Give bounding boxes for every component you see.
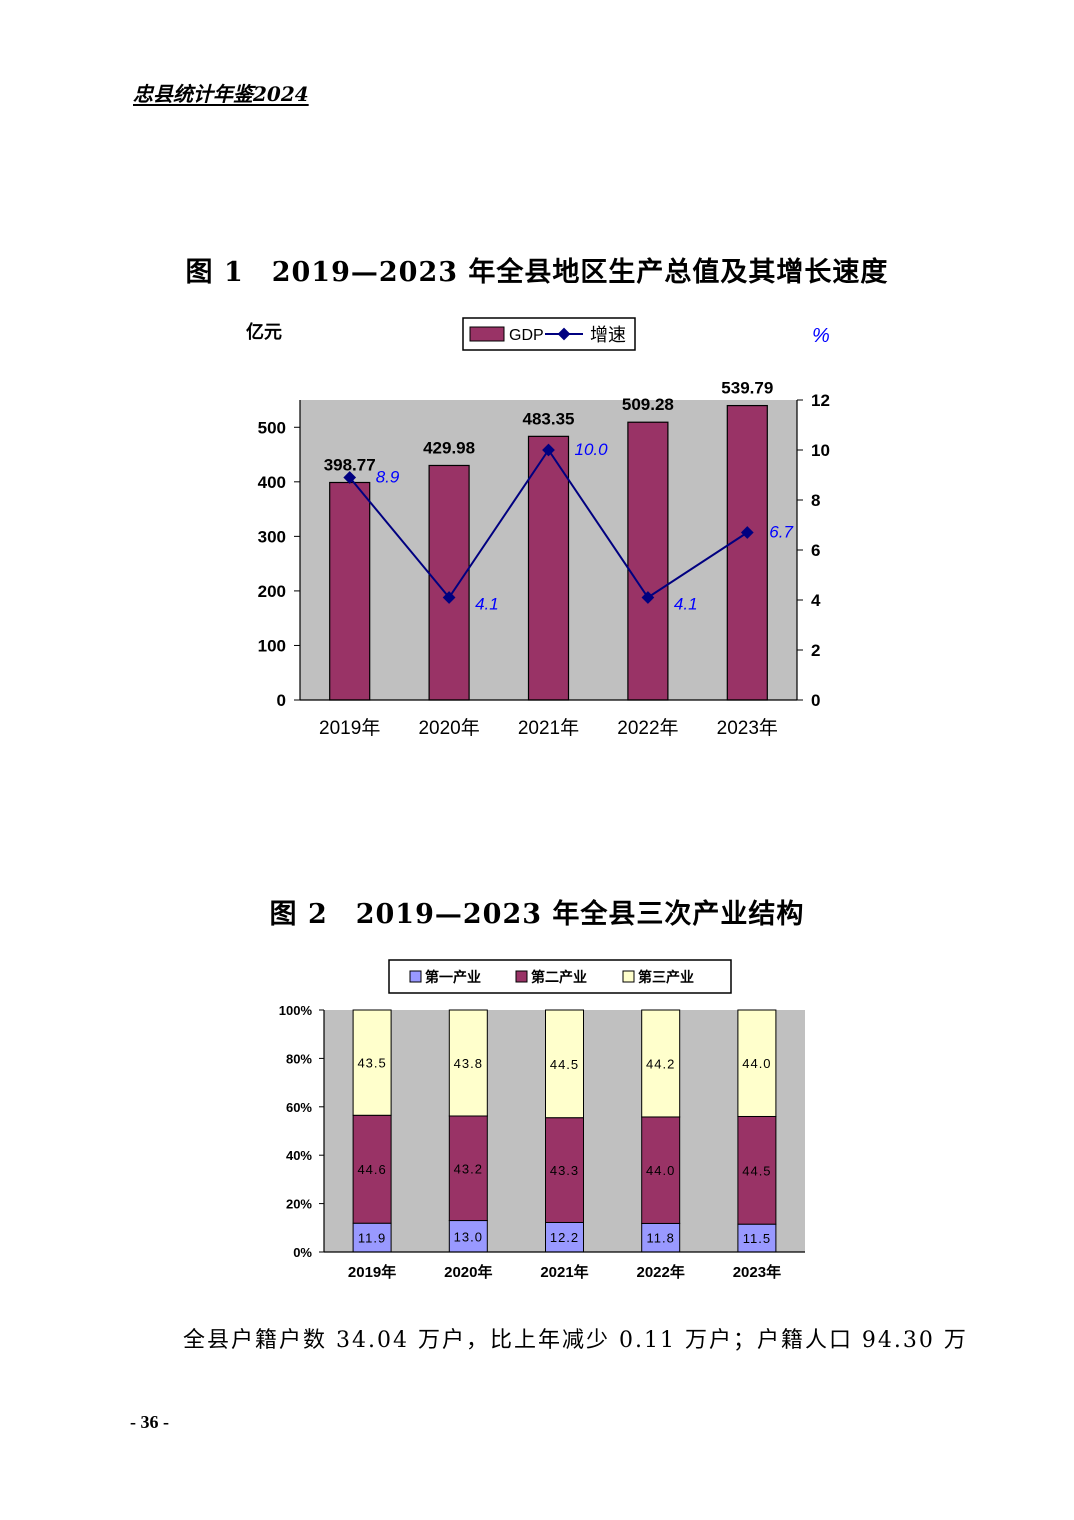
stacked-bar-segment — [448, 1115, 488, 1222]
legend-primary-label: 第一产业 — [425, 969, 481, 985]
right-tick-label: 4 — [811, 591, 821, 610]
growth-value-label: 4.1 — [475, 595, 499, 614]
left-tick-label: 500 — [258, 418, 286, 437]
industry-structure-chart: 第一产业 第二产业 第三产业 11.9 44.6 43.5 13.0 43.2 43.8 1… — [279, 959, 805, 1281]
growth-value-label: 10.0 — [575, 440, 609, 459]
growth-value-label: 6.7 — [769, 523, 793, 542]
y-tick-label: 60% — [286, 1100, 312, 1115]
left-axis-unit: 亿元 — [246, 321, 282, 342]
legend-primary-swatch — [409, 970, 422, 983]
segment-value-label: 44.5 — [742, 1163, 771, 1178]
figure1-title: 图 1 2019—2023 年全县地区生产总值及其增长速度 — [185, 257, 889, 288]
stacked-bar-segment — [448, 1009, 488, 1117]
gdp-value-label: 483.35 — [523, 409, 575, 428]
right-tick-label: 6 — [811, 541, 820, 560]
left-tick-label: 400 — [258, 473, 286, 492]
stacked-bar-segment — [352, 1222, 392, 1253]
stacked-bar-segment — [545, 1117, 584, 1223]
x-tick-label: 2019年 — [348, 1263, 396, 1281]
x-tick-label: 2021年 — [540, 1263, 588, 1281]
x-tick-label: 2022年 — [637, 1263, 685, 1281]
segment-value-label: 13.0 — [454, 1229, 483, 1244]
segment-value-label: 44.0 — [646, 1163, 675, 1178]
gdp-bar — [726, 404, 768, 701]
segment-value-label: 11.9 — [358, 1231, 386, 1246]
segment-value-label: 12.2 — [550, 1230, 579, 1245]
y-tick-label: 100% — [279, 1003, 313, 1018]
growth-value-label: 4.1 — [674, 595, 698, 614]
x-tick-label: 2023年 — [717, 717, 778, 739]
stacked-bar-segment — [737, 1009, 777, 1117]
gdp-bar — [527, 435, 570, 701]
legend-secondary-swatch — [515, 970, 528, 983]
right-tick-label: 12 — [811, 391, 830, 410]
segment-value-label: 43.8 — [454, 1056, 483, 1071]
x-tick-label: 2020年 — [444, 1263, 492, 1281]
segment-value-label: 43.2 — [454, 1161, 483, 1176]
yearbook-header-title: 忠县统计年鉴2024 — [133, 82, 309, 106]
gdp-bar — [627, 421, 669, 701]
stacked-bar-segment — [352, 1114, 392, 1224]
left-tick-label: 300 — [258, 527, 286, 546]
y-tick-label: 40% — [286, 1148, 312, 1163]
stacked-bar-segment — [641, 1116, 681, 1224]
left-tick-label: 100 — [258, 636, 286, 655]
x-tick-label: 2022年 — [617, 717, 678, 739]
right-tick-label: 10 — [811, 441, 830, 460]
right-axis-unit: % — [812, 325, 830, 347]
stacked-bar-segment — [352, 1009, 392, 1116]
right-tick-label: 8 — [811, 491, 820, 510]
growth-point — [343, 471, 357, 484]
legend-gdp-label: GDP — [509, 327, 544, 344]
chart2-legend: 第一产业 第二产业 第三产业 — [388, 959, 732, 994]
page-number: - 36 - — [130, 1412, 169, 1432]
y-tick-label: 80% — [286, 1051, 312, 1066]
segment-value-label: 44.6 — [357, 1162, 386, 1177]
growth-value-label: 8.9 — [376, 468, 400, 487]
stacked-bar-segment — [545, 1009, 584, 1119]
legend-secondary-label: 第二产业 — [531, 969, 587, 985]
chart1-legend: GDP 增速 — [462, 317, 636, 351]
left-tick-label: 0 — [277, 691, 286, 710]
gdp-bar — [329, 481, 371, 701]
segment-value-label: 11.5 — [743, 1231, 771, 1246]
y-tick-label: 20% — [286, 1197, 312, 1212]
y-tick-label: 0% — [293, 1245, 312, 1260]
x-tick-label: 2019年 — [319, 717, 380, 739]
gdp-bar — [428, 464, 470, 701]
segment-value-label: 43.3 — [550, 1163, 579, 1178]
stacked-bar-segment — [641, 1009, 681, 1118]
x-tick-label: 2021年 — [518, 717, 579, 739]
left-tick-label: 200 — [258, 582, 286, 601]
segment-value-label: 44.5 — [550, 1057, 579, 1072]
segment-value-label: 11.8 — [647, 1231, 675, 1246]
segment-value-label: 43.5 — [357, 1056, 386, 1071]
segment-value-label: 44.0 — [742, 1056, 771, 1071]
x-tick-label: 2023年 — [733, 1263, 781, 1281]
legend-growth-label: 增速 — [590, 325, 626, 345]
right-tick-label: 0 — [811, 691, 820, 710]
gdp-value-label: 429.98 — [423, 438, 475, 457]
segment-value-label: 44.2 — [646, 1056, 675, 1071]
gdp-growth-chart: 398.77 429.98 483.35 509.28 539.79 8.9 4.1 10.… — [246, 317, 830, 739]
legend-tertiary-label: 第三产业 — [638, 969, 694, 985]
figure2-title: 图 2 2019—2023 年全县三次产业结构 — [269, 899, 805, 930]
right-tick-label: 2 — [811, 641, 820, 660]
gdp-value-label: 539.79 — [721, 379, 773, 398]
body-paragraph: 全县户籍户数 34.04 万户，比上年减少 0.11 万户；户籍人口 94.30… — [183, 1328, 968, 1353]
legend-gdp-swatch — [469, 326, 505, 342]
x-tick-label: 2020年 — [418, 717, 479, 739]
gdp-value-label: 398.77 — [324, 455, 376, 474]
legend-tertiary-swatch — [622, 970, 635, 983]
gdp-value-label: 509.28 — [622, 395, 674, 414]
